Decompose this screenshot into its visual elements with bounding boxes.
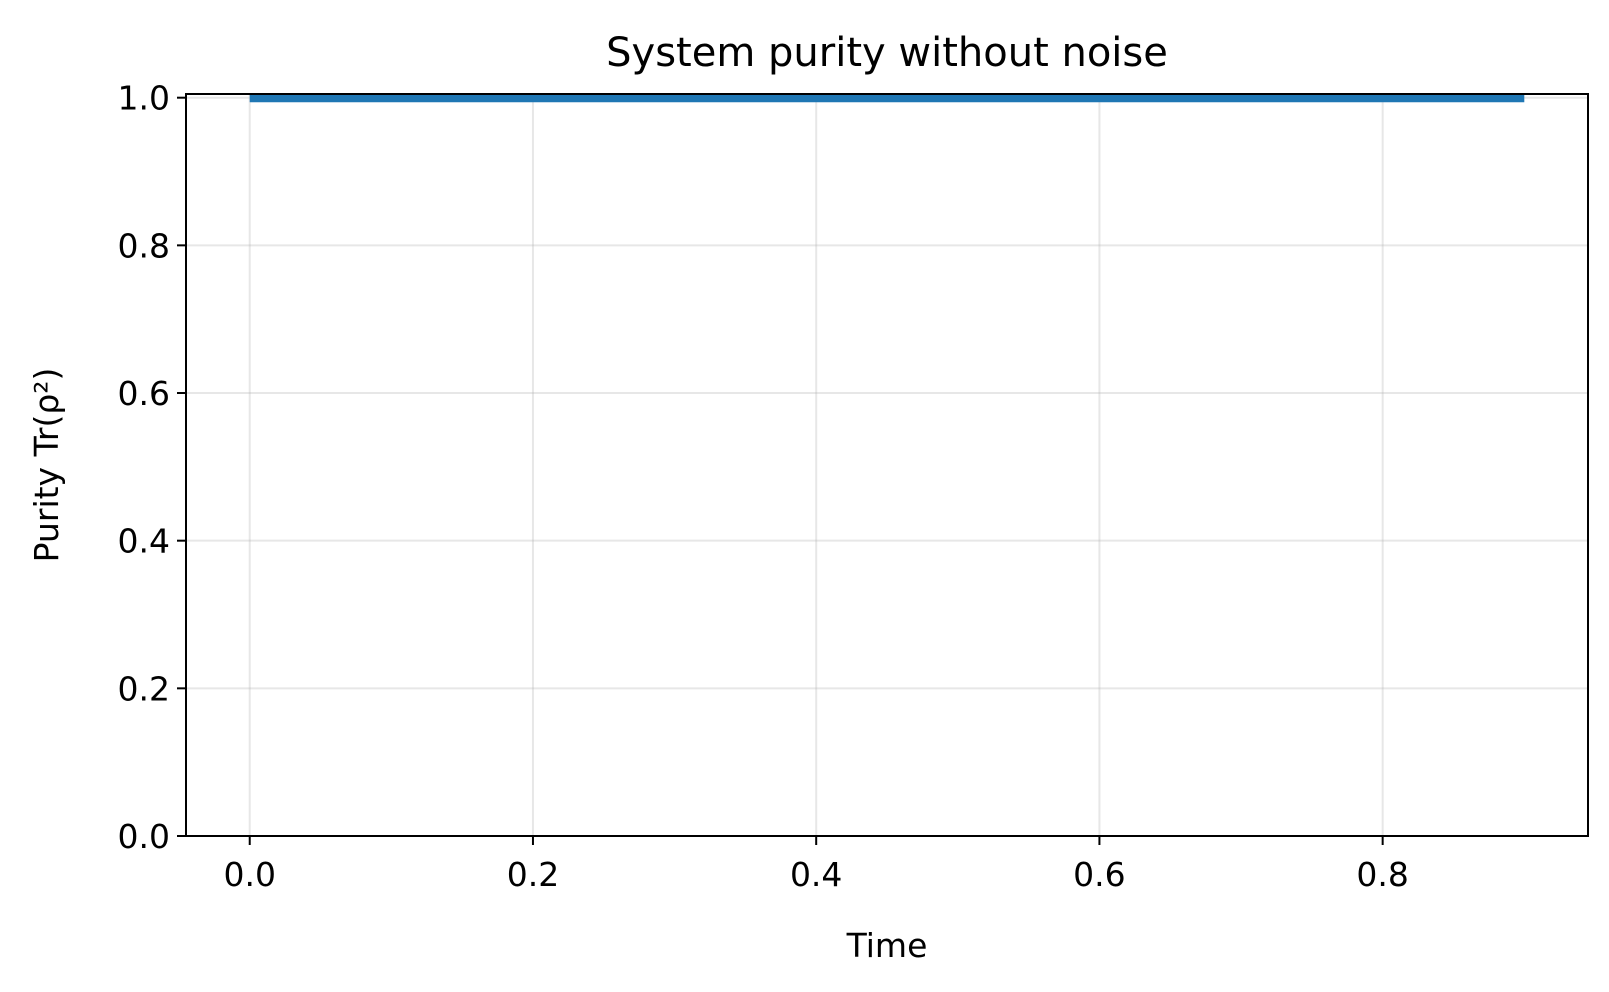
x-tick-label: 0.6: [1073, 855, 1125, 894]
x-tick-label: 0.2: [507, 855, 559, 894]
x-axis-title: Time: [846, 926, 928, 965]
y-tick-label: 1.0: [118, 79, 170, 118]
y-tick-label: 0.8: [118, 226, 170, 265]
y-tick-label: 0.2: [118, 669, 170, 708]
x-tick-label: 0.0: [223, 855, 275, 894]
plot-frame: [185, 93, 1589, 837]
y-tick-label: 0.0: [118, 817, 170, 856]
chart-title: System purity without noise: [606, 30, 1168, 76]
x-tick-label: 0.4: [790, 855, 842, 894]
ticks: 0.0 0.2 0.4 0.6 0.8 0.0 0.2 0.4 0.6 0.8 1.0: [118, 79, 1409, 894]
y-tick-label: 0.4: [118, 522, 170, 561]
x-tick-label: 0.8: [1356, 855, 1408, 894]
y-axis-title: Purity Tr(ρ²): [27, 368, 66, 563]
y-tick-label: 0.6: [118, 374, 170, 413]
